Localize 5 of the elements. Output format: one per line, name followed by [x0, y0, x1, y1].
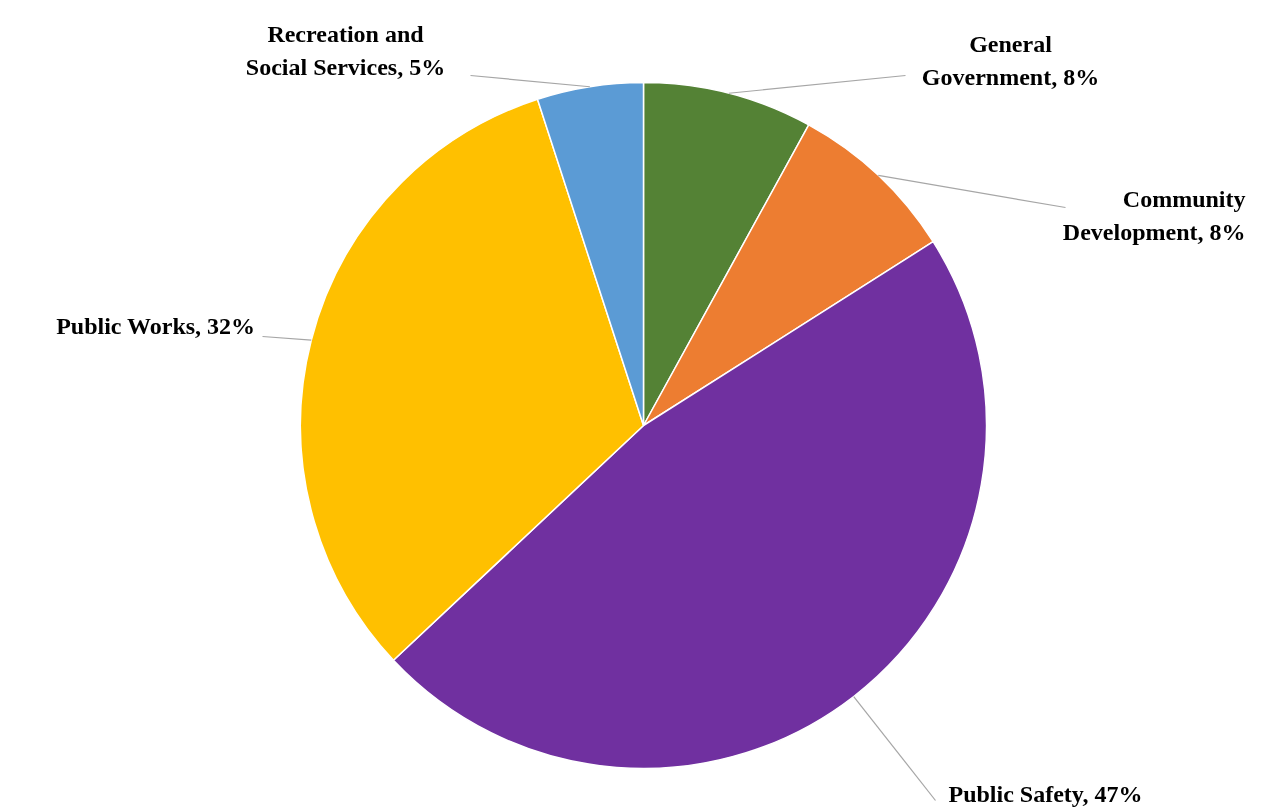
slice-label: Public Safety, 47%: [948, 780, 1143, 807]
slice-label: General Government, 8%: [921, 30, 1100, 91]
slice-label: Public Works, 32%: [56, 312, 256, 339]
slice-label: Recreation and Social Services, 5%: [245, 20, 446, 81]
slice-label: Community Development, 8%: [1062, 185, 1246, 246]
